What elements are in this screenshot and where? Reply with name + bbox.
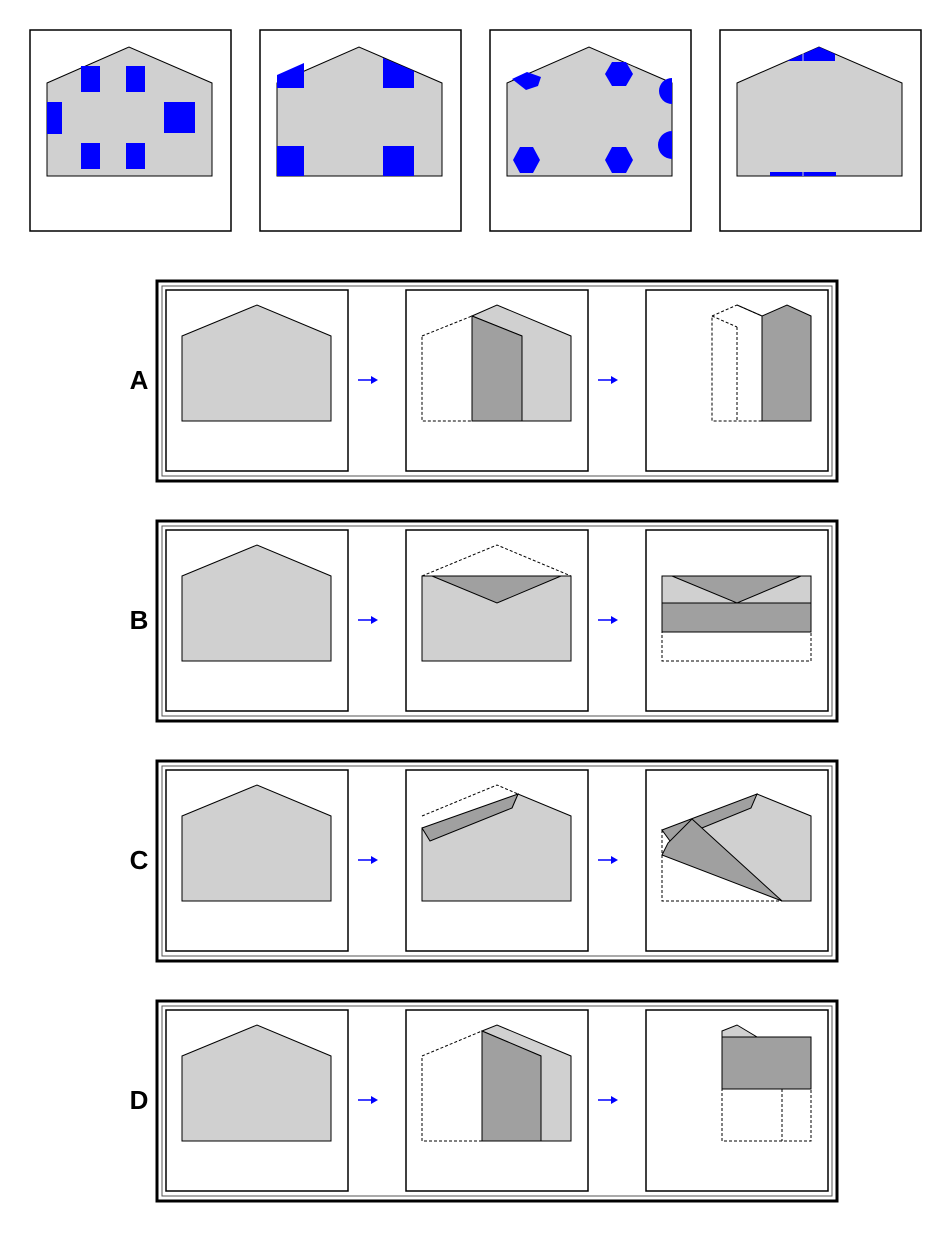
hole	[277, 146, 304, 176]
unfolded-panel-4	[720, 30, 921, 231]
top-answer-panels	[30, 30, 921, 231]
unfolded-panel-1	[30, 30, 231, 231]
option-a-label[interactable]: A	[119, 365, 159, 395]
option-c-label[interactable]: C	[119, 845, 159, 875]
unfolded-panel-2	[260, 30, 461, 231]
option-b-group[interactable]	[157, 521, 837, 721]
hole	[47, 102, 62, 134]
option-c-group[interactable]	[157, 761, 837, 961]
hole	[383, 146, 414, 176]
unfolded-panel-3	[490, 30, 691, 231]
hole	[126, 143, 145, 169]
hole	[164, 102, 195, 133]
option-d-label[interactable]: D	[119, 1085, 159, 1115]
option-d-group[interactable]	[157, 1001, 837, 1201]
hole	[126, 66, 145, 92]
option-a-group[interactable]	[157, 281, 837, 481]
option-b-label[interactable]: B	[119, 605, 159, 635]
hole	[81, 143, 100, 169]
hole	[81, 66, 100, 92]
